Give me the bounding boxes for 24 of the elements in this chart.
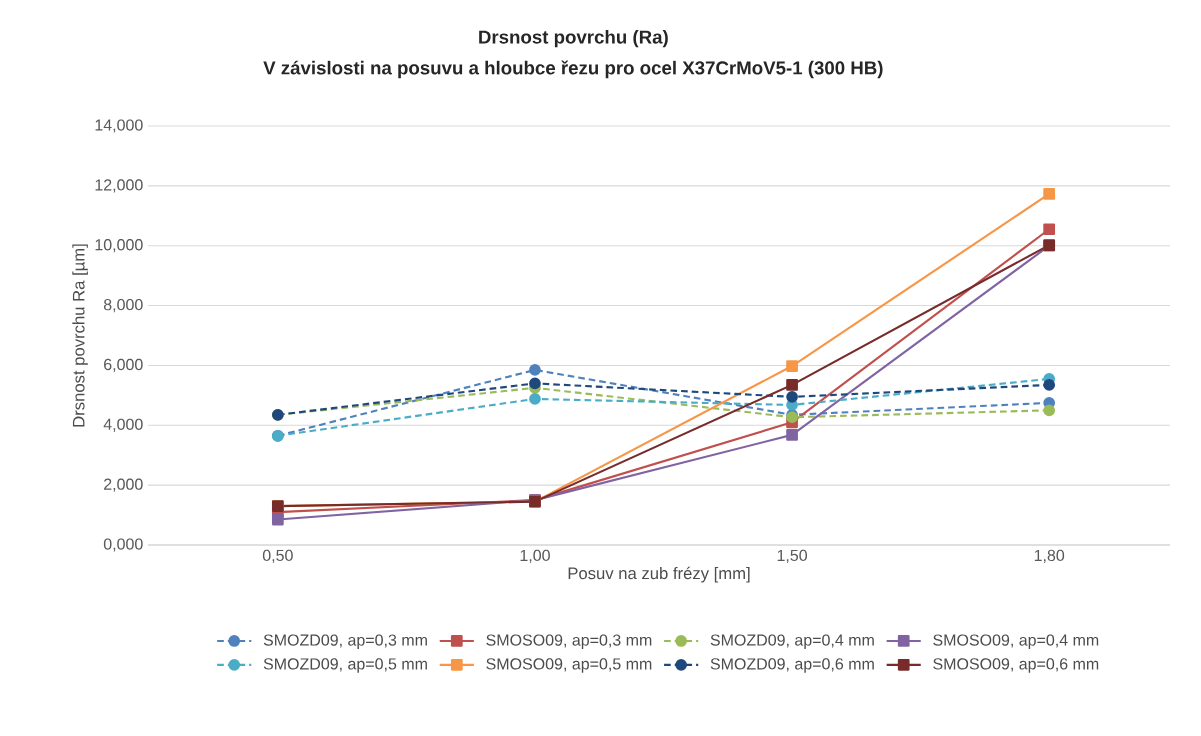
legend-label: SMOSO09, ap=0,4 mm xyxy=(933,634,1099,649)
y-tick-label: 4,000 xyxy=(103,418,143,432)
x-tick-label: 0,50 xyxy=(262,549,293,563)
y-tick-label: 10,000 xyxy=(95,239,143,253)
legend-label: SMOZD09, ap=0,5 mm xyxy=(263,658,427,673)
y-tick-label: 2,000 xyxy=(104,478,143,492)
y-tick-label: 8,000 xyxy=(103,298,143,313)
legend-label: SMOZD09, ap=0,4 mm xyxy=(710,634,874,649)
legend-label: SMOZD09, ap=0,6 mm xyxy=(710,658,874,673)
x-tick-label: 1,80 xyxy=(1034,549,1065,563)
x-tick-label: 1,50 xyxy=(777,549,808,563)
chart-subtitle: V závislosti na posuvu a hloubce řezu pro ocel X37CrMoV5-1 (300 HB) xyxy=(263,60,883,79)
x-tick-label: 1,00 xyxy=(520,549,550,563)
legend-label: SMOSO09, ap=0,3 mm xyxy=(486,634,652,649)
y-tick-label: 6,000 xyxy=(104,358,143,373)
legend-label: SMOSO09, ap=0,5 mm xyxy=(486,658,652,673)
x-axis-title: Posuv na zub frézy [mm] xyxy=(568,566,750,583)
y-tick-label: 0,000 xyxy=(103,538,143,552)
legend-label: SMOZD09, ap=0,3 mm xyxy=(263,634,427,649)
y-axis-title: Drsnost povrchu Ra [µm] xyxy=(72,244,88,427)
y-tick-label: 14,000 xyxy=(95,119,143,133)
legend-label: SMOSO09, ap=0,6 mm xyxy=(933,658,1099,673)
y-tick-label: 12,000 xyxy=(95,179,143,193)
chart-title: Drsnost povrchu (Ra) xyxy=(479,29,668,48)
